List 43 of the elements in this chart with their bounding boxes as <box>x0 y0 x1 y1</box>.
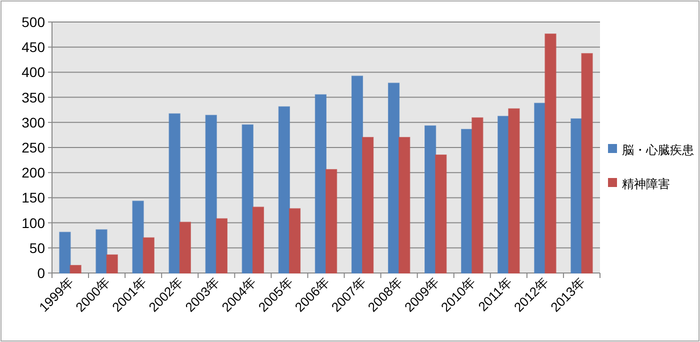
bar <box>252 206 264 274</box>
y-tick-label: 250 <box>22 140 46 156</box>
bar <box>96 229 108 274</box>
y-tick-label: 0 <box>37 265 46 281</box>
bar <box>70 264 82 274</box>
bar <box>435 154 447 274</box>
bar <box>398 136 410 274</box>
bar <box>508 108 520 274</box>
y-tick-label: 150 <box>22 190 46 206</box>
bar <box>581 53 593 274</box>
bar <box>362 136 374 274</box>
bar <box>461 128 473 274</box>
y-tick-label: 100 <box>22 214 46 231</box>
bar <box>534 102 546 274</box>
bar <box>205 114 217 274</box>
y-tick-label: 300 <box>22 114 46 130</box>
bar <box>498 116 510 274</box>
bar <box>216 218 228 274</box>
y-tick-label: 400 <box>22 64 46 80</box>
bar <box>326 169 338 274</box>
bar <box>142 237 154 274</box>
bar <box>570 118 582 274</box>
bar <box>388 82 400 274</box>
bar <box>59 232 71 274</box>
y-tick-label: 500 <box>22 14 46 30</box>
bar <box>106 254 118 274</box>
bar <box>168 113 180 274</box>
legend-label: 精神障害 <box>622 177 670 191</box>
legend-label: 脳・心臓疾患 <box>622 143 694 157</box>
y-tick-label: 200 <box>22 164 46 181</box>
bar <box>179 222 191 274</box>
y-tick-label: 50 <box>29 240 46 256</box>
bar <box>351 76 364 274</box>
y-tick-label: 350 <box>22 89 46 106</box>
bar <box>242 124 254 274</box>
bar <box>132 200 144 274</box>
bar <box>472 117 484 274</box>
bar <box>288 208 301 274</box>
bar <box>278 106 290 274</box>
bar <box>314 94 326 274</box>
bar <box>424 125 436 274</box>
y-tick-label: 450 <box>22 39 46 56</box>
bar <box>544 34 556 274</box>
